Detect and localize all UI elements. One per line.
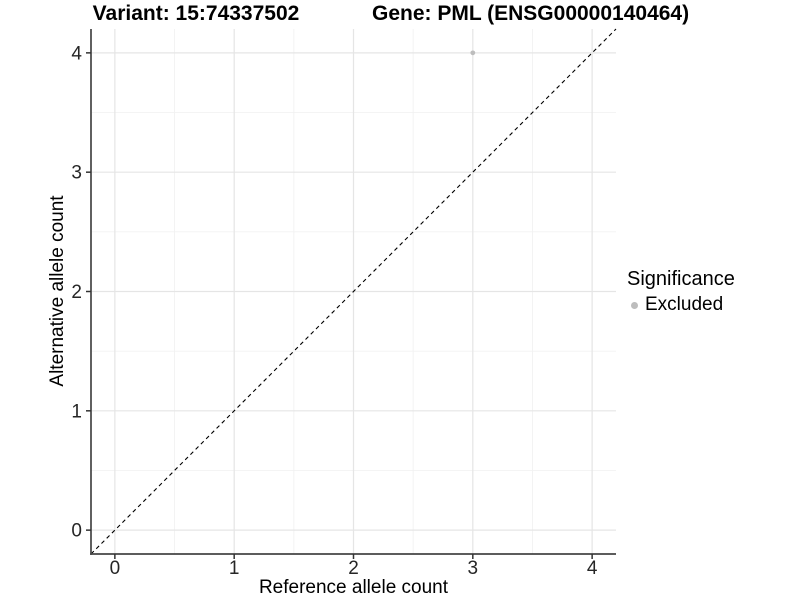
legend-title: Significance [627,268,735,290]
excluded-point-icon [631,301,638,309]
y-tick-label: 1 [71,401,82,422]
x-axis-title: Reference allele count [258,577,449,598]
y-tick-label: 3 [71,163,82,184]
x-tick-label: 2 [348,558,359,579]
legend: Significance Excluded [627,268,777,316]
x-tick-label: 4 [587,558,598,579]
y-tick-label: 0 [71,521,82,542]
x-tick-label: 0 [110,558,121,579]
x-tick-label: 1 [229,558,240,579]
data-point [470,50,476,56]
identity-reference-line [90,28,617,555]
legend-entry-label: Excluded [645,294,724,315]
y-tick-label: 4 [71,43,82,64]
y-tick-label: 2 [71,282,82,303]
x-tick-label: 3 [468,558,479,579]
y-axis-title: Alternative allele count [47,195,68,387]
variant-title: Variant: 15:74337502 [92,2,300,25]
gene-title: Gene: PML (ENSG00000140464) [372,2,690,25]
legend-entry-excluded: Excluded [627,294,777,316]
